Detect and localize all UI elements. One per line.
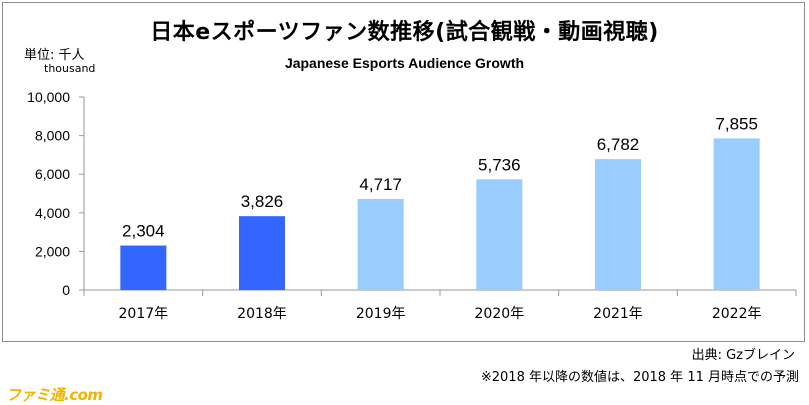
data-label-2: 3,826 [241, 192, 284, 211]
bars [120, 138, 760, 290]
unit-label-en: thousand [44, 62, 96, 75]
unit-label-jp: 単位: 千人 [24, 48, 85, 63]
data-label-3: 4,717 [359, 175, 402, 194]
x-tick-label: 2022年 [712, 306, 762, 322]
bar-3 [357, 198, 404, 290]
y-tick-label: 0 [62, 282, 70, 298]
y-tick-label: 10,000 [27, 89, 70, 105]
data-labels: 2,304 3,826 4,717 5,736 6,782 7,855 [122, 114, 758, 240]
y-axis: 0 2,000 4,000 6,000 8,000 10,000 [27, 89, 85, 298]
data-label-1: 2,304 [122, 222, 165, 241]
x-tick-label: 2019年 [356, 306, 406, 322]
x-axis: 2017年 2018年 2019年 2020年 2021年 2022年 [83, 289, 797, 322]
y-tick-label: 6,000 [35, 166, 70, 182]
x-tick-label: 2018年 [237, 306, 287, 322]
x-tick-label: 2021年 [593, 306, 643, 322]
bar-4 [476, 179, 523, 290]
x-tick-label: 2020年 [475, 306, 525, 322]
forecast-note: ※2018 年以降の数値は、2018 年 11 月時点での予測 [480, 370, 799, 385]
y-tick-label: 8,000 [35, 128, 70, 144]
chart-subtitle: Japanese Esports Audience Growth [284, 55, 525, 71]
data-label-6: 7,855 [715, 114, 758, 133]
y-tick-label: 4,000 [35, 205, 70, 221]
source-note: 出典: Gzブレイン [691, 348, 795, 363]
x-tick-label: 2017年 [119, 306, 169, 322]
bar-1 [120, 245, 167, 290]
bar-2 [239, 216, 285, 290]
y-tick-label: 2,000 [35, 243, 70, 259]
bar-6 [713, 138, 760, 290]
watermark-logo: ファミ通.com [6, 386, 103, 404]
data-label-4: 5,736 [478, 155, 521, 174]
bar-5 [595, 159, 641, 290]
data-label-5: 6,782 [597, 135, 640, 154]
chart-title: 日本eスポーツファン数推移(試合観戦・動画視聴) [150, 20, 659, 45]
